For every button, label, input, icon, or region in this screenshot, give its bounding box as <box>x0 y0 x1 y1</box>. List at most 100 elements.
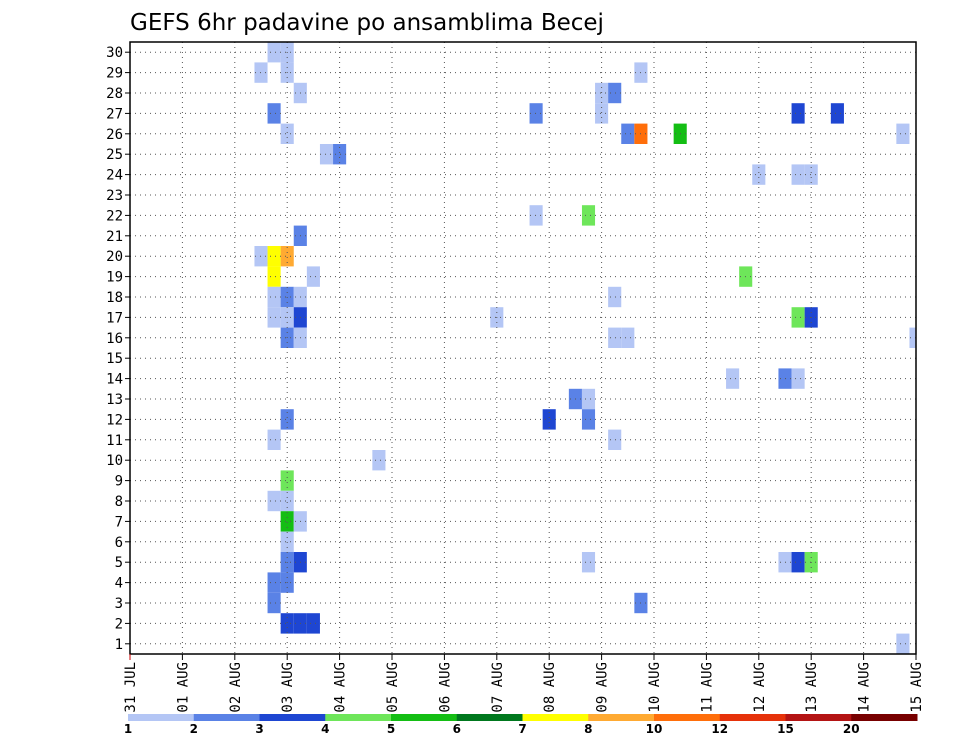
colorbar-label: 12 <box>711 722 728 736</box>
heatmap-cell <box>791 103 805 124</box>
y-tick-label: 21 <box>106 229 123 245</box>
heatmap-cell <box>280 511 294 532</box>
y-tick-label: 14 <box>106 372 123 388</box>
x-tick-label: 06 AUG <box>437 662 453 713</box>
heatmap-cell <box>804 164 818 185</box>
colorbar-label: 8 <box>584 722 592 736</box>
heatmap-cell <box>752 164 766 185</box>
x-tick-label: 14 AUG <box>857 662 873 713</box>
y-tick-label: 25 <box>106 147 123 163</box>
x-tick-label: 08 AUG <box>542 662 558 713</box>
x-tick-label: 09 AUG <box>595 662 611 713</box>
y-tick-label: 19 <box>106 270 123 286</box>
y-tick-label: 4 <box>115 576 123 592</box>
heatmap-cell <box>280 531 294 552</box>
y-tick-label: 2 <box>115 616 123 632</box>
x-tick-label: 11 AUG <box>699 662 715 713</box>
x-tick-label: 15 AUG <box>909 662 925 713</box>
heatmap-cell <box>621 123 635 144</box>
y-axis: 1234567891011121314151617181920212223242… <box>106 45 130 653</box>
plot-frame <box>129 41 917 655</box>
heatmap-cell <box>791 368 805 389</box>
colorbar-label: 10 <box>646 722 663 736</box>
y-tick-label: 8 <box>115 494 123 510</box>
y-tick-label: 7 <box>115 514 123 530</box>
x-axis: 31 JUL 01 AUG 02 AUG 03 AUG 04 AUG 05 AUG 06 A… <box>123 654 925 713</box>
colorbar-label: 7 <box>518 722 526 736</box>
heatmap-cell <box>267 286 281 308</box>
heatmap-cell <box>791 552 805 573</box>
heatmap-cell <box>280 409 294 430</box>
x-tick-label: 31 JUL <box>123 662 139 713</box>
heatmap-cell <box>608 82 622 104</box>
heatmap-cell <box>333 144 347 165</box>
heatmap-cell <box>529 103 543 124</box>
x-tick-label: 07 AUG <box>490 662 506 713</box>
x-tick-label: 01 AUG <box>175 662 191 713</box>
x-tick-label: 05 AUG <box>385 662 401 713</box>
heatmap-cell <box>581 388 596 410</box>
heatmap-cell <box>581 409 596 430</box>
y-tick-label: 28 <box>106 86 123 102</box>
colorbar-label: 2 <box>190 722 198 736</box>
colorbar-swatch <box>325 714 392 721</box>
heatmap-cell <box>896 633 910 654</box>
heatmap-cell <box>542 409 556 430</box>
heatmap-cell <box>791 307 805 328</box>
heatmap-cell <box>306 266 320 287</box>
heatmap-cell <box>267 490 281 512</box>
heatmap-cell <box>267 42 281 63</box>
y-tick-label: 9 <box>115 474 123 490</box>
colorbar-label: 4 <box>321 722 329 736</box>
x-tick-label: 04 AUG <box>333 662 349 713</box>
y-tick-label: 15 <box>106 351 123 367</box>
y-tick-label: 12 <box>106 412 123 428</box>
heatmap-cell <box>280 123 294 144</box>
heatmap-cell <box>267 266 281 287</box>
heatmap-cell <box>267 429 281 450</box>
y-tick-label: 11 <box>106 433 123 449</box>
heatmap-cell <box>608 429 622 450</box>
heatmap-cell <box>608 327 622 348</box>
x-tick-label: 02 AUG <box>228 662 244 713</box>
y-tick-label: 24 <box>106 168 123 184</box>
y-tick-label: 13 <box>106 392 123 408</box>
colorbar-swatch <box>128 714 195 721</box>
y-tick-label: 22 <box>106 208 123 224</box>
colorbar: 1 2 3 4 5 6 7 8 10 12 15 20 <box>124 714 918 736</box>
colorbar-label: 20 <box>843 722 860 736</box>
heatmap-cell <box>621 327 635 348</box>
heatmap-cell <box>267 103 281 124</box>
heatmap-cell <box>595 103 609 124</box>
heatmap-cell <box>267 572 281 593</box>
y-tick-label: 20 <box>106 249 123 265</box>
x-tick-label: 03 AUG <box>280 662 296 713</box>
y-tick-label: 17 <box>106 310 123 326</box>
heatmap-cell <box>280 246 294 267</box>
colorbar-label: 3 <box>255 722 263 736</box>
colorbar-swatch <box>391 714 458 721</box>
chart-title: GEFS 6hr padavine po ansamblima Becej <box>130 10 604 36</box>
colorbar-swatch <box>588 714 655 721</box>
heatmap-cell <box>791 164 805 185</box>
y-tick-label: 6 <box>115 535 123 551</box>
colorbar-swatch <box>851 714 918 721</box>
y-tick-label: 29 <box>106 66 123 82</box>
heatmap-cells <box>254 42 916 654</box>
colorbar-swatch <box>719 714 786 721</box>
heatmap-cell <box>581 205 596 226</box>
y-tick-label: 30 <box>106 45 123 61</box>
heatmap-cell <box>267 307 281 328</box>
heatmap-cell <box>280 470 294 491</box>
heatmap-cell <box>306 613 320 634</box>
heatmap-cell <box>581 552 596 573</box>
heatmap-cell <box>909 327 916 348</box>
y-tick-label: 23 <box>106 188 123 204</box>
y-tick-label: 16 <box>106 331 123 347</box>
x-tick-label: 10 AUG <box>647 662 663 713</box>
y-tick-label: 26 <box>106 127 123 143</box>
x-tick-label: 12 AUG <box>752 662 768 713</box>
y-tick-label: 18 <box>106 290 123 306</box>
y-tick-label: 10 <box>106 453 123 469</box>
